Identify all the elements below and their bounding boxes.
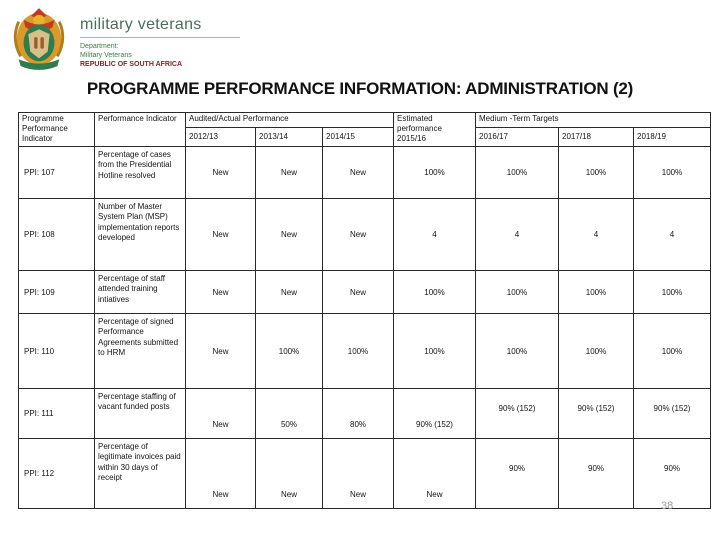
header-year-2013-14: 2013/14 xyxy=(255,127,323,147)
value-cell: New xyxy=(185,270,256,314)
ppi-label: PPI: 111 xyxy=(18,388,95,439)
page-number: 38 xyxy=(661,500,674,512)
coat-of-arms-icon xyxy=(13,8,65,70)
slide-title: PROGRAMME PERFORMANCE INFORMATION: ADMIN… xyxy=(86,79,634,98)
value-cell: 100% xyxy=(393,270,477,314)
value-cell: 100% xyxy=(393,146,477,199)
dept-label-line1: Department: xyxy=(80,43,119,50)
department-logo: military veterans Department: Military V… xyxy=(10,6,240,72)
value-cell: New xyxy=(185,198,256,271)
value-cell: 100% xyxy=(255,313,323,389)
dept-label-line2: Military Veterans xyxy=(80,52,132,60)
value-cell: 90% xyxy=(558,438,635,509)
value-cell: New xyxy=(255,270,323,314)
dept-label-republic: REPUBLIC OF SOUTH AFRICA xyxy=(80,61,183,69)
value-cell: 100% xyxy=(633,313,712,389)
value-cell: 90% (152) xyxy=(393,388,477,439)
header-audited-group: Audited/Actual Performance xyxy=(184,112,395,128)
value-cell: 100% xyxy=(475,270,560,314)
value-cell: 100% xyxy=(475,146,560,199)
value-cell: 4 xyxy=(475,198,560,271)
ppi-label: PPI: 112 xyxy=(18,438,95,509)
indicator-description: Percentage staffing of vacant funded pos… xyxy=(94,388,186,439)
value-cell: New xyxy=(255,198,323,271)
header-year-2012-13: 2012/13 xyxy=(185,127,256,147)
ppi-label: PPI: 107 xyxy=(18,146,95,199)
value-cell: 100% xyxy=(558,146,635,199)
table-row: PPI: 107 Percentage of cases from the Pre… xyxy=(18,146,712,199)
brand-divider xyxy=(80,37,240,38)
ppi-label: PPI: 109 xyxy=(18,270,95,314)
ppi-label: PPI: 110 xyxy=(18,313,95,389)
value-cell: 50% xyxy=(255,388,323,439)
value-cell: New xyxy=(321,270,395,314)
table-row: PPI: 112 Percentage of legitimate invoice… xyxy=(18,438,712,509)
value-cell: New xyxy=(255,146,323,199)
table-row: PPI: 111 Percentage staffing of vacant fu… xyxy=(18,388,712,439)
performance-table: Programme Performance Indicator Performa… xyxy=(18,112,712,509)
value-cell: 80% xyxy=(321,388,395,439)
value-cell: 100% xyxy=(633,146,712,199)
value-cell: 90% xyxy=(633,438,712,509)
header-performance-indicator: Performance Indicator xyxy=(94,112,186,147)
value-cell: 4 xyxy=(633,198,712,271)
value-cell: New xyxy=(321,198,395,271)
header-year-2014-15: 2014/15 xyxy=(321,127,395,147)
indicator-description: Percentage of signed Performance Agreeme… xyxy=(94,313,186,389)
value-cell: New xyxy=(185,313,256,389)
header-year-2016-17: 2016/17 xyxy=(475,127,560,147)
value-cell: 100% xyxy=(321,313,395,389)
table-row: PPI: 109 Percentage of staff attended tra… xyxy=(18,270,712,314)
table-header-row-groups: Programme Performance Indicator Performa… xyxy=(18,112,712,147)
value-cell: New xyxy=(393,438,477,509)
header-year-2017-18: 2017/18 xyxy=(558,127,635,147)
indicator-description: Number of Master System Plan (MSP) imple… xyxy=(94,198,186,271)
value-cell: New xyxy=(185,388,256,439)
indicator-description: Percentage of legitimate invoices paid w… xyxy=(94,438,186,509)
value-cell: 90% xyxy=(475,438,560,509)
value-cell: 4 xyxy=(393,198,477,271)
value-cell: New xyxy=(185,438,256,509)
value-cell: New xyxy=(321,438,395,509)
value-cell: 4 xyxy=(558,198,635,271)
value-cell: 100% xyxy=(558,313,635,389)
value-cell: 100% xyxy=(475,313,560,389)
indicator-description: Percentage of staff attended training in… xyxy=(94,270,186,314)
value-cell: 90% (152) xyxy=(475,388,560,439)
value-cell: New xyxy=(185,146,256,199)
table-row: PPI: 108 Number of Master System Plan (MS… xyxy=(18,198,712,271)
value-cell: 100% xyxy=(558,270,635,314)
table-row: PPI: 110 Percentage of signed Performance… xyxy=(18,313,712,389)
ppi-label: PPI: 108 xyxy=(18,198,95,271)
value-cell: 90% (152) xyxy=(558,388,635,439)
header-estimated: Estimated performance 2015/16 xyxy=(393,112,477,147)
header-year-2018-19: 2018/19 xyxy=(633,127,712,147)
value-cell: 100% xyxy=(633,270,712,314)
value-cell: New xyxy=(321,146,395,199)
value-cell: 100% xyxy=(393,313,477,389)
table-body: PPI: 107 Percentage of cases from the Pre… xyxy=(18,146,712,509)
header-programme-indicator: Programme Performance Indicator xyxy=(18,112,95,147)
value-cell: New xyxy=(255,438,323,509)
value-cell: 90% (152) xyxy=(633,388,712,439)
indicator-description: Percentage of cases from the Presidentia… xyxy=(94,146,186,199)
header-targets-group: Medium -Term Targets xyxy=(475,112,712,128)
brand-title: military veterans xyxy=(80,16,202,33)
